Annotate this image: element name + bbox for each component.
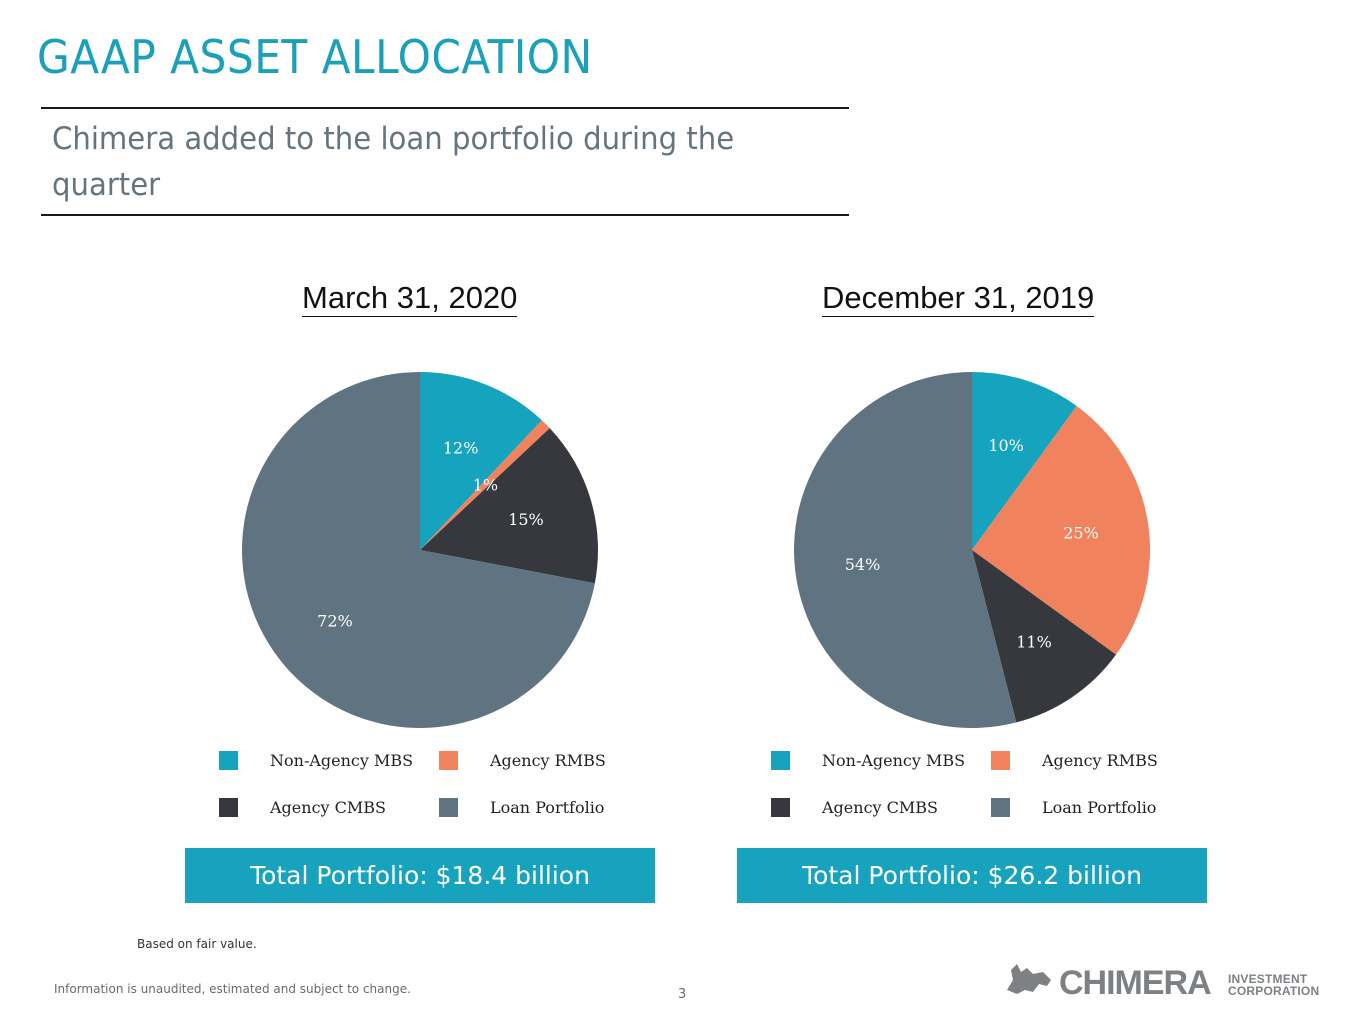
pie-chart-march-2020: 12% 1% 15% 72% — [242, 372, 598, 728]
legend-swatch — [219, 751, 238, 770]
legend-swatch — [771, 751, 790, 770]
legend-label: Agency CMBS — [270, 798, 386, 817]
title-rule-bottom — [41, 214, 849, 216]
legend-march-2020: Non-Agency MBS Agency RMBS Agency CMBS L… — [219, 751, 639, 821]
legend-swatch — [991, 798, 1010, 817]
data-label-loan-portfolio: 54% — [845, 555, 881, 574]
footnote: Based on fair value. — [137, 937, 257, 951]
pie-slice-non-agency-mbs — [420, 372, 542, 550]
total-portfolio-december-2019: Total Portfolio: $26.2 billion — [737, 848, 1207, 903]
pie-slice-agency-rmbs — [420, 420, 550, 550]
legend-label: Loan Portfolio — [490, 798, 605, 817]
disclaimer: Information is unaudited, estimated and … — [54, 982, 411, 996]
data-label-loan-portfolio: 72% — [317, 611, 353, 630]
legend-swatch — [439, 798, 458, 817]
legend-swatch — [219, 798, 238, 817]
data-label-non-agency-mbs: 12% — [443, 438, 479, 457]
logo-sub-investment: INVESTMENT — [1228, 972, 1308, 986]
chimera-logo: CHIMERA INVESTMENT CORPORATION — [1003, 960, 1343, 1002]
legend-swatch — [991, 751, 1010, 770]
pie-slice-agency-cmbs — [420, 428, 598, 584]
chart-title-text: March 31, 2020 — [302, 280, 518, 317]
legend-label: Loan Portfolio — [1042, 798, 1157, 817]
title-rule-top — [41, 107, 849, 109]
chart-title-text: December 31, 2019 — [822, 280, 1095, 317]
pie-slice-agency-cmbs — [972, 550, 1117, 723]
legend-label: Non-Agency MBS — [822, 751, 966, 770]
data-label-agency-cmbs: 15% — [508, 510, 544, 529]
data-label-agency-rmbs: 1% — [473, 476, 498, 495]
chart-title-march-2020: March 31, 2020 — [302, 280, 518, 317]
pie-slice-non-agency-mbs — [972, 372, 1077, 550]
legend-december-2019: Non-Agency MBS Agency RMBS Agency CMBS L… — [771, 751, 1191, 821]
data-label-agency-cmbs: 11% — [1016, 632, 1052, 651]
total-portfolio-march-2020: Total Portfolio: $18.4 billion — [185, 848, 655, 903]
pie-chart-december-2019: 10% 25% 11% 54% — [793, 372, 1150, 728]
data-label-non-agency-mbs: 10% — [988, 436, 1024, 455]
logo-wordmark: CHIMERA — [1059, 964, 1212, 1002]
chimera-logo-icon — [1007, 964, 1051, 994]
legend-label: Agency RMBS — [1042, 751, 1158, 770]
logo-sub-corporation: CORPORATION — [1228, 984, 1320, 998]
legend-swatch — [771, 798, 790, 817]
chart-title-december-2019: December 31, 2019 — [822, 280, 1095, 317]
pie-slice-loan-portfolio — [242, 372, 595, 728]
legend-label: Agency CMBS — [822, 798, 938, 817]
page-subtitle: Chimera added to the loan portfolio duri… — [52, 121, 735, 203]
page-number: 3 — [678, 987, 687, 1002]
pie-slice-agency-rmbs — [972, 405, 1150, 655]
legend-label: Agency RMBS — [490, 751, 606, 770]
legend-label: Non-Agency MBS — [270, 751, 414, 770]
page-title: GAAP ASSET ALLOCATION — [37, 30, 593, 84]
pie-slice-loan-portfolio — [793, 372, 1017, 728]
legend-swatch — [439, 751, 458, 770]
data-label-agency-rmbs: 25% — [1063, 524, 1099, 543]
